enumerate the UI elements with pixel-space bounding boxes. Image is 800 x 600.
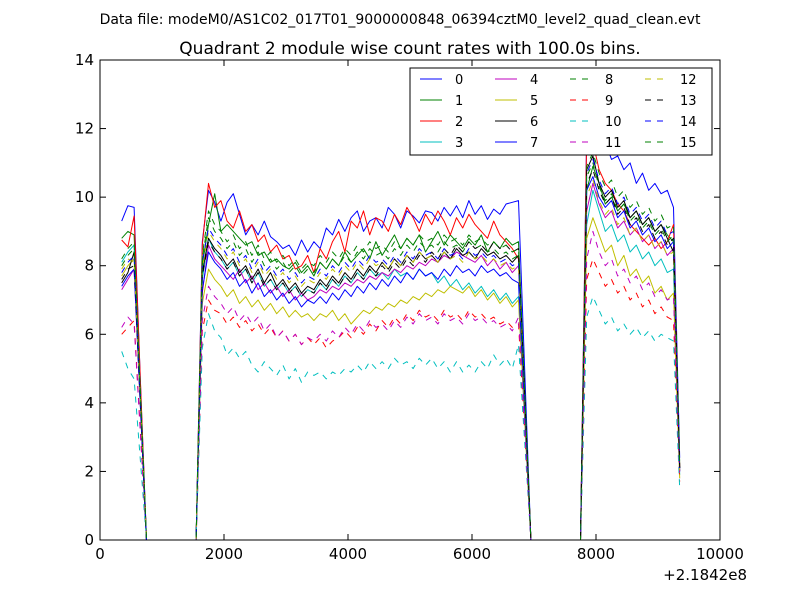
legend-label-10: 10: [605, 115, 622, 130]
series-line-14: [121, 158, 681, 541]
legend-label-2: 2: [455, 115, 463, 130]
legend-box: [409, 67, 713, 156]
legend-label-4: 4: [530, 73, 538, 88]
chart-title: Quadrant 2 module wise count rates with …: [179, 39, 640, 59]
legend-label-6: 6: [530, 115, 538, 130]
series-line-15: [121, 152, 681, 541]
legend-label-1: 1: [455, 94, 463, 109]
x-tick-label: 4000: [329, 545, 367, 563]
series-line-5: [121, 217, 681, 541]
legend-label-5: 5: [530, 94, 538, 109]
plot-frame: [99, 59, 721, 541]
x-tick-label: 2000: [205, 545, 243, 563]
x-offset-label: +2.1842e8: [663, 566, 747, 584]
y-tick-label: 2: [84, 462, 94, 480]
x-tick-label: 8000: [577, 545, 615, 563]
x-tick-label: 0: [95, 545, 105, 563]
y-tick-label: 4: [84, 394, 94, 412]
y-tick-label: 12: [75, 120, 94, 138]
legend-label-9: 9: [605, 94, 613, 109]
x-tick-label: 10000: [696, 545, 744, 563]
legend-label-3: 3: [455, 136, 463, 151]
series-line-8: [121, 162, 681, 541]
series-layer: [121, 112, 681, 541]
legend-label-7: 7: [530, 136, 538, 151]
y-tick-label: 6: [84, 325, 94, 343]
legend-label-11: 11: [605, 136, 622, 151]
legend-label-15: 15: [680, 136, 697, 151]
y-tick-label: 0: [84, 531, 94, 549]
figure-suptitle: Data file: modeM0/AS1C02_017T01_90000008…: [100, 12, 701, 28]
legend-label-8: 8: [605, 73, 613, 88]
series-line-11: [121, 230, 681, 541]
y-tick-label: 14: [75, 51, 94, 69]
series-line-9: [121, 258, 681, 541]
x-tick-label: 6000: [453, 545, 491, 563]
y-tick-label: 10: [75, 188, 94, 206]
legend-label-0: 0: [455, 73, 463, 88]
legend-label-13: 13: [680, 94, 697, 109]
legend-label-14: 14: [680, 115, 697, 130]
legend-label-12: 12: [680, 73, 697, 88]
y-tick-label: 8: [84, 257, 94, 275]
